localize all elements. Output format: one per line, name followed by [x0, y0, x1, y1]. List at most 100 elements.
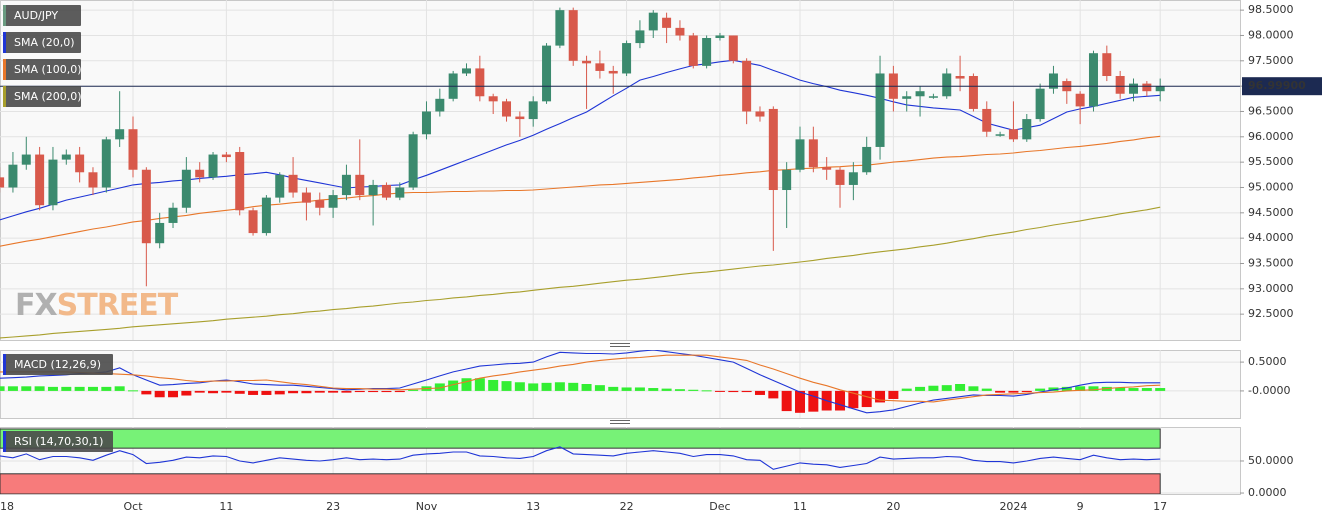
candle-body [955, 76, 965, 79]
histogram-bar [181, 390, 192, 396]
x-tick-label: Nov [416, 500, 438, 513]
histogram-bar [528, 383, 539, 391]
legend-label: MACD (12,26,9) [14, 358, 101, 371]
sma-line [0, 206, 1161, 339]
x-tick-label: Oct [123, 500, 143, 513]
histogram-bar [314, 390, 325, 393]
candle-body [248, 210, 258, 234]
histogram-bar [661, 388, 672, 391]
histogram-bar [981, 388, 992, 391]
histogram-bar [594, 385, 605, 391]
legend-box[interactable] [3, 32, 81, 53]
candle-body [1102, 53, 1112, 77]
histogram-bar [754, 390, 765, 395]
candle-body [622, 43, 632, 74]
legend-box[interactable] [3, 431, 113, 452]
histogram-bar [688, 389, 699, 391]
candle-body [1075, 93, 1085, 107]
candle-body [328, 195, 338, 208]
sma-line [0, 135, 1161, 247]
candle-body [835, 169, 845, 185]
legend-box[interactable] [3, 59, 81, 80]
histogram-bar [261, 390, 272, 395]
candle-body [702, 38, 712, 66]
histogram-bar [448, 380, 459, 391]
candle-body [635, 30, 645, 44]
panel-divider-handle[interactable] [610, 420, 630, 424]
legend-label: AUD/JPY [14, 9, 58, 22]
candle-body [408, 134, 418, 188]
histogram-bar [915, 386, 926, 391]
histogram-bar [301, 390, 312, 394]
candle-body [301, 192, 311, 203]
x-tick-label: Dec [709, 500, 730, 513]
panel-divider-handle[interactable] [610, 343, 630, 347]
candle-body [235, 152, 245, 211]
candle-body [1129, 83, 1138, 94]
last-price-label: 96.99900 [1248, 79, 1306, 92]
x-tick-label: 11 [793, 500, 807, 513]
candle-body [915, 91, 925, 97]
histogram-bar [0, 386, 5, 391]
candle-body [542, 45, 552, 102]
histogram-bar [1088, 386, 1099, 391]
histogram-bar [581, 384, 592, 391]
candle-body [515, 116, 525, 120]
candle-body [662, 17, 672, 28]
candle-body [715, 35, 725, 39]
candle-body [768, 108, 778, 191]
histogram-bar [714, 390, 725, 392]
histogram-bar [381, 390, 392, 393]
candle-body [435, 98, 445, 112]
histogram-bar [768, 390, 779, 399]
legend-box[interactable] [3, 5, 81, 26]
candle-body [488, 96, 498, 102]
candle-body [902, 96, 912, 99]
candle-body [475, 68, 485, 97]
histogram-bar [928, 385, 939, 391]
candle-body [0, 177, 5, 188]
candle-body [1008, 129, 1018, 140]
histogram-bar [514, 382, 525, 391]
x-tick-label: 2024 [999, 500, 1027, 513]
x-tick-label: 11 [219, 500, 233, 513]
histogram-bar [888, 390, 899, 399]
candle-body [288, 174, 298, 193]
candle-body [1088, 53, 1098, 107]
y-tick-label: 93.0000 [1248, 282, 1294, 295]
legend-label: SMA (200,0) [14, 90, 82, 103]
candle-body [168, 207, 178, 223]
y-tick-label: 95.0000 [1248, 180, 1294, 193]
candle-body [208, 154, 218, 178]
histogram-bar [1035, 388, 1046, 391]
macd-line [0, 350, 1161, 414]
legend-box[interactable] [3, 86, 81, 107]
candle-body [1035, 88, 1045, 120]
histogram-bar [194, 390, 205, 393]
x-tick-label: 18 [0, 500, 14, 513]
candle-body [8, 164, 18, 188]
candle-body [582, 60, 592, 64]
histogram-bar [608, 386, 619, 391]
histogram-bar [21, 386, 32, 391]
candle-body [675, 27, 685, 36]
histogram-bar [808, 390, 819, 412]
candle-body [341, 174, 351, 196]
histogram-bar [554, 382, 565, 391]
candle-body [141, 169, 151, 244]
histogram-bar [208, 390, 219, 394]
histogram-bar [168, 390, 179, 398]
candle-body [381, 184, 391, 198]
candle-body [101, 139, 111, 188]
legend-box[interactable] [3, 354, 113, 375]
candle-body [368, 184, 378, 196]
sma-line [0, 59, 1161, 221]
histogram-bar [34, 386, 45, 391]
candle-body [21, 154, 31, 165]
legend-swatch [3, 86, 6, 107]
histogram-bar [114, 386, 125, 391]
candle-body [355, 174, 365, 196]
price-panel [0, 0, 1241, 341]
candle-body [568, 10, 578, 61]
candle-body [221, 154, 231, 158]
